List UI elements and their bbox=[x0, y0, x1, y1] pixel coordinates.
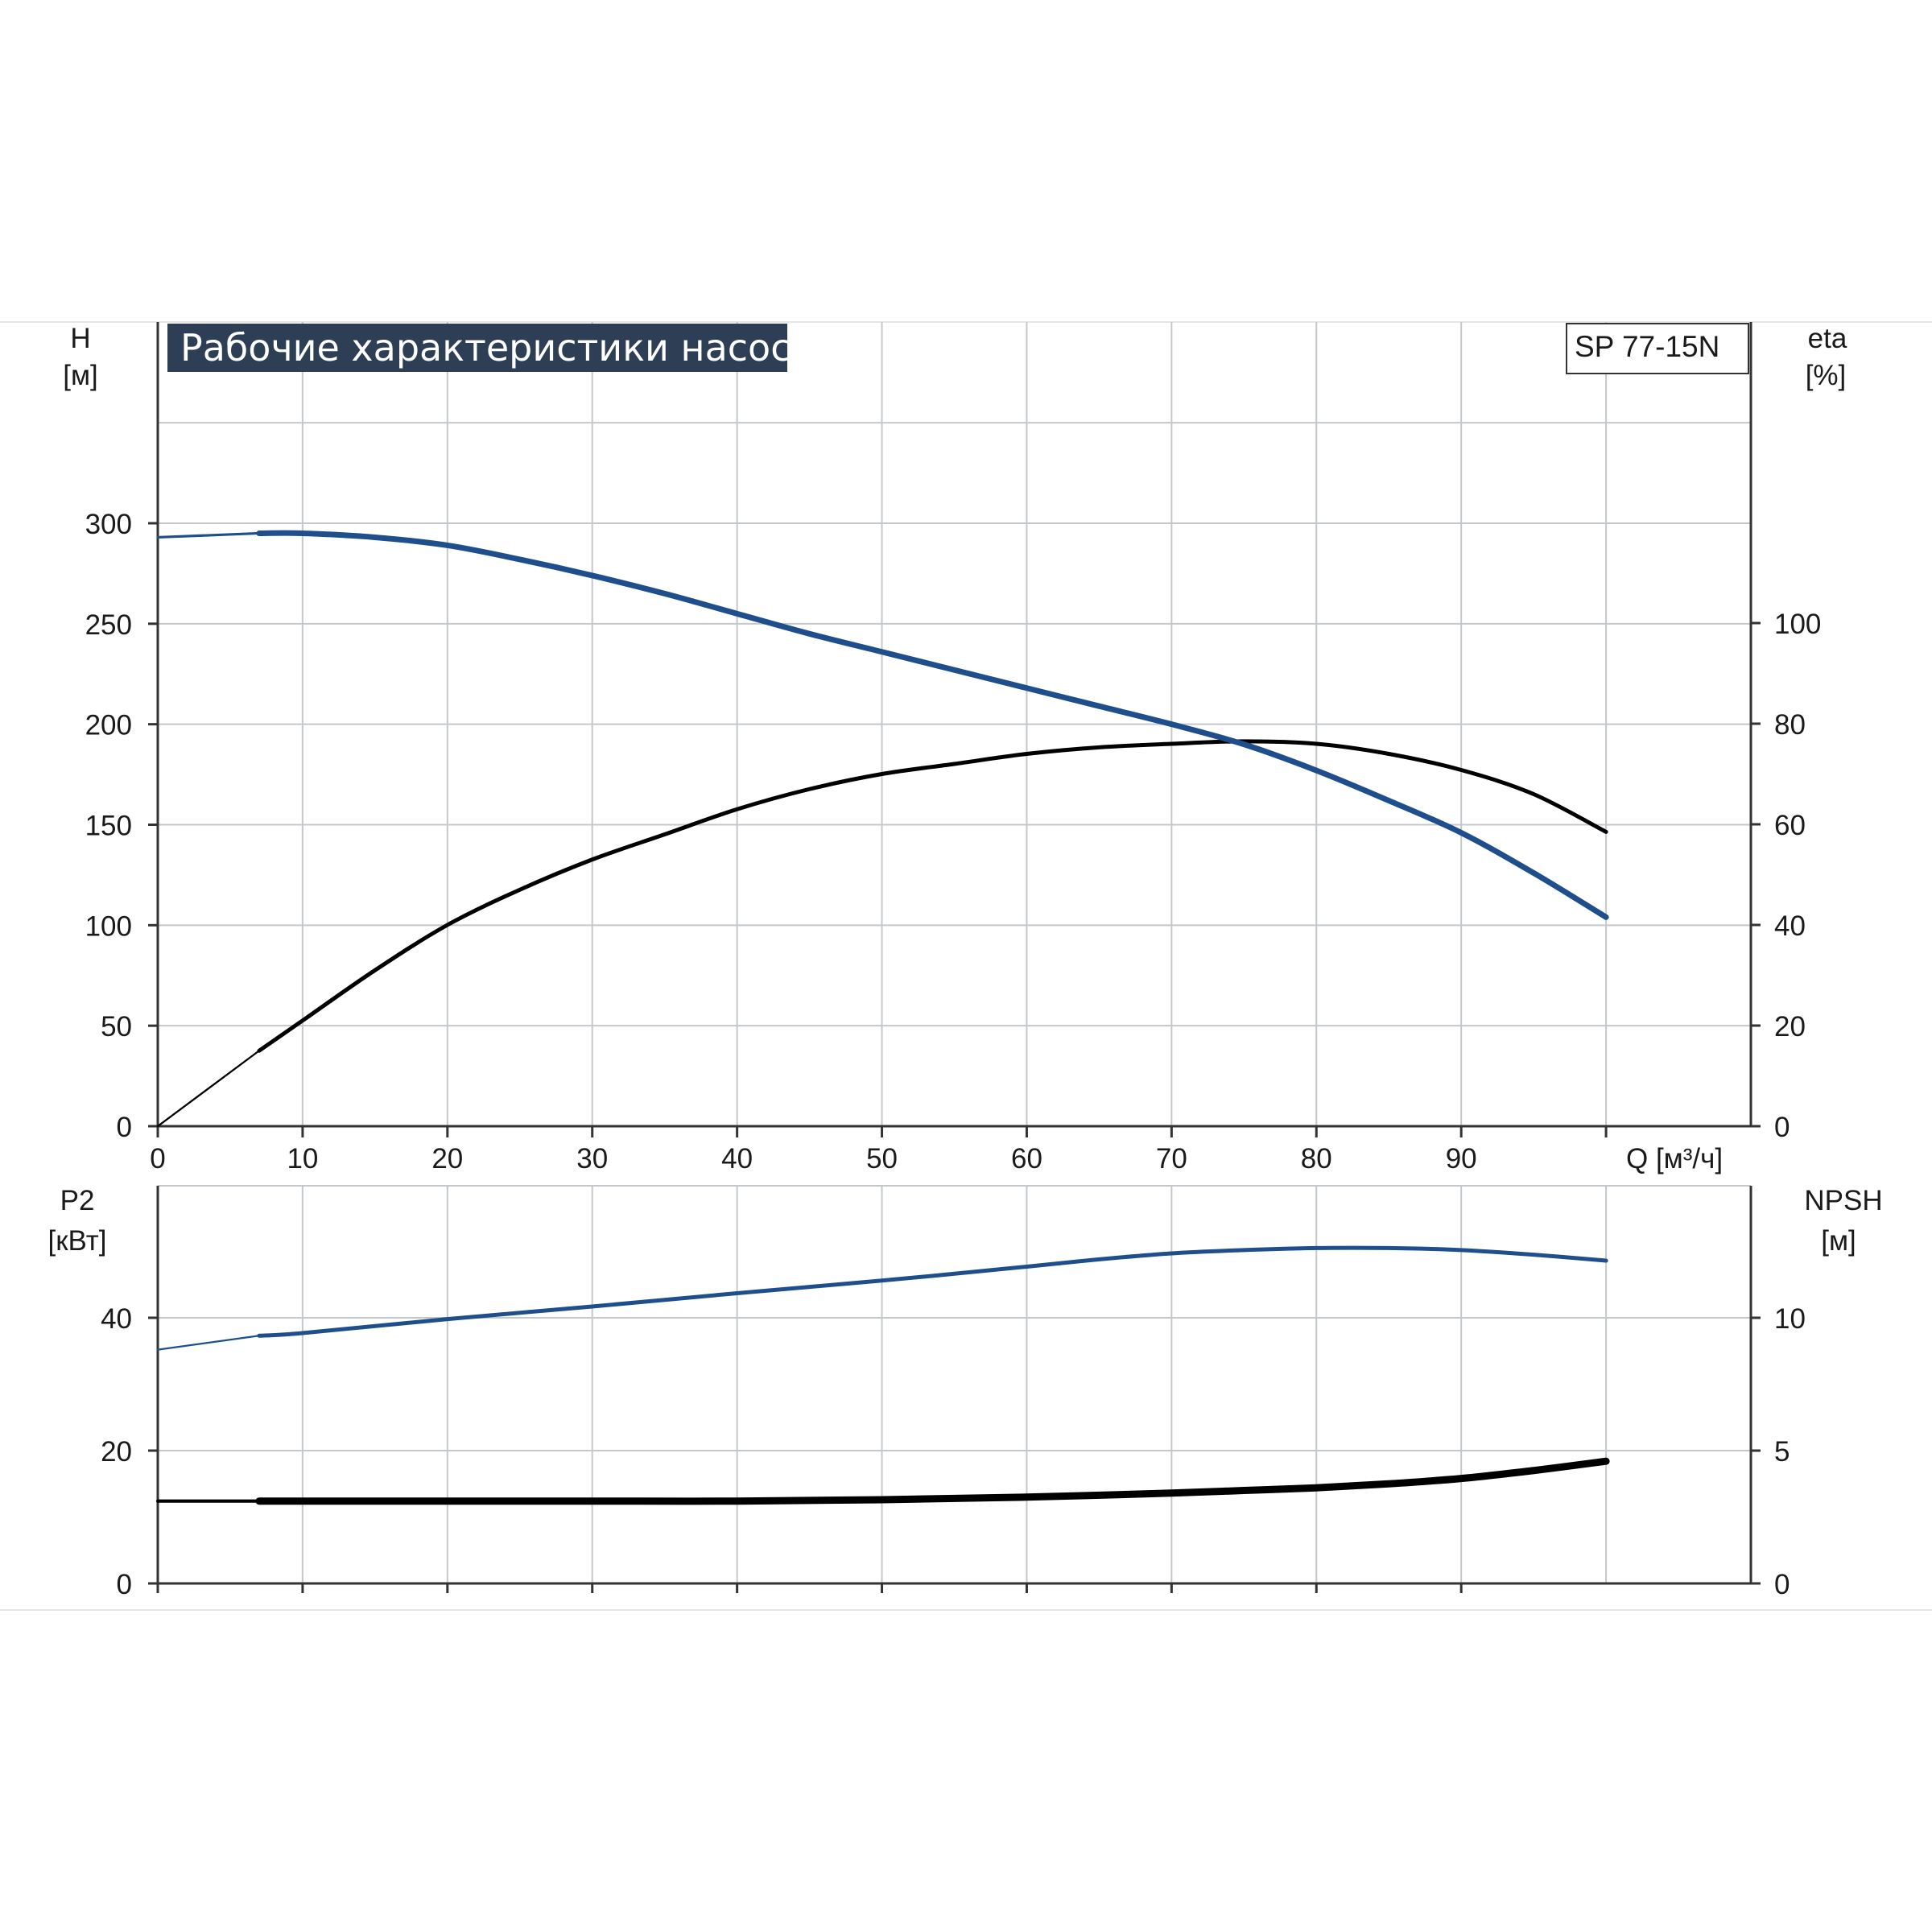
top-right-tick-label: 60 bbox=[1774, 810, 1806, 841]
p2-curve bbox=[257, 1245, 1608, 1338]
x-tick-label: 80 bbox=[1301, 1143, 1332, 1174]
bottom-left-tick-label: 20 bbox=[101, 1436, 132, 1468]
top-right-axis-name: eta bbox=[1808, 323, 1847, 354]
top-left-tick-label: 150 bbox=[85, 811, 132, 842]
eta-curve-lead bbox=[156, 1050, 261, 1128]
bottom-left-axis-unit: [кВт] bbox=[48, 1225, 107, 1257]
bottom-right-axis-name: NPSH bbox=[1804, 1185, 1882, 1216]
x-tick-label: 20 bbox=[431, 1143, 463, 1174]
bottom-plot-grid bbox=[156, 1185, 1752, 1585]
x-tick-label: 10 bbox=[287, 1143, 318, 1174]
x-tick-label: 0 bbox=[150, 1143, 165, 1174]
top-right-axis-unit: [%] bbox=[1806, 360, 1847, 391]
x-tick-label: 70 bbox=[1156, 1143, 1187, 1174]
top-left-tick-label: 250 bbox=[85, 609, 132, 641]
bottom-left-tick-label: 40 bbox=[101, 1303, 132, 1335]
top-right-tick-label: 80 bbox=[1774, 709, 1806, 741]
top-right-tick-label: 100 bbox=[1774, 609, 1821, 640]
head-curve-lead bbox=[156, 531, 261, 539]
npsh-curve bbox=[255, 1457, 1610, 1505]
top-right-tick-label: 20 bbox=[1774, 1011, 1806, 1042]
bottom-left-axis-name: P2 bbox=[60, 1185, 95, 1216]
eta-curve bbox=[257, 739, 1608, 1053]
model-box bbox=[1566, 323, 1749, 374]
top-right-tick-label: 40 bbox=[1774, 910, 1806, 942]
top-left-axis-name: H bbox=[70, 323, 90, 354]
model-label: SP 77-15N bbox=[1575, 330, 1719, 363]
top-plot-grid bbox=[156, 322, 1752, 1128]
p2-curve-lead bbox=[156, 1335, 261, 1351]
head-curve bbox=[256, 530, 1609, 920]
top-left-tick-label: 50 bbox=[101, 1011, 132, 1042]
top-left-tick-label: 200 bbox=[85, 710, 132, 741]
tick-labels: 0 10 20 30 40 50 60 70 80 90050100150200250300020… bbox=[85, 509, 1822, 1600]
bottom-right-axis-unit: [м] bbox=[1821, 1225, 1856, 1257]
top-left-tick-label: 0 bbox=[117, 1112, 132, 1143]
bottom-right-tick-label: 5 bbox=[1774, 1436, 1790, 1468]
top-right-tick-label: 0 bbox=[1774, 1112, 1790, 1143]
x-tick-label: 60 bbox=[1011, 1143, 1042, 1174]
bottom-right-tick-label: 0 bbox=[1774, 1569, 1790, 1600]
top-left-tick-label: 100 bbox=[85, 910, 132, 942]
top-left-tick-label: 300 bbox=[85, 509, 132, 540]
chart-title: Рабочие характеристики насоса bbox=[180, 326, 814, 369]
x-axis-label: Q [м³/ч] bbox=[1626, 1143, 1723, 1174]
x-tick-label: 40 bbox=[721, 1143, 753, 1174]
x-tick-label: 50 bbox=[866, 1143, 898, 1174]
bottom-right-tick-label: 10 bbox=[1774, 1303, 1806, 1335]
x-tick-label: 30 bbox=[576, 1143, 608, 1174]
bottom-left-tick-label: 0 bbox=[117, 1569, 132, 1600]
top-left-axis-unit: [м] bbox=[63, 360, 98, 391]
title-badge bbox=[167, 324, 787, 372]
series-layer bbox=[155, 530, 1610, 1505]
x-tick-label: 90 bbox=[1446, 1143, 1477, 1174]
